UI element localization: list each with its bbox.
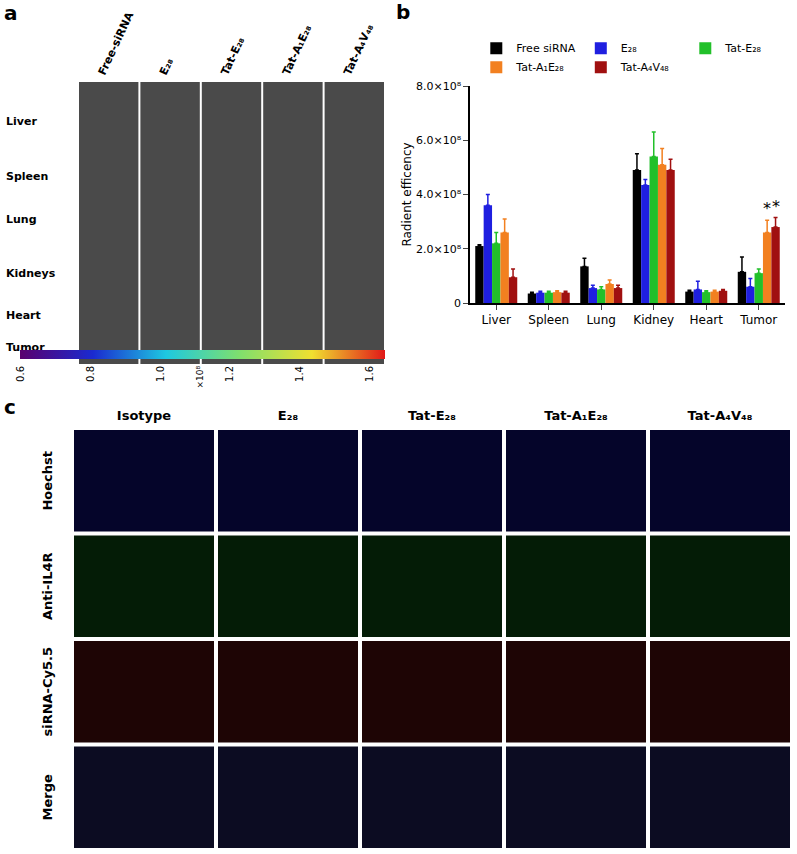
svg-text:0.6: 0.6	[15, 366, 26, 382]
svg-text:E₂₈: E₂₈	[621, 42, 637, 55]
svg-text:Tat-E₂₈: Tat-E₂₈	[408, 408, 456, 423]
svg-text:b: b	[396, 0, 410, 24]
svg-text:Liver: Liver	[6, 115, 37, 128]
svg-text:a: a	[4, 1, 18, 25]
svg-text:c: c	[4, 395, 16, 419]
svg-text:Tat-E₂₈: Tat-E₂₈	[724, 42, 761, 55]
svg-text:Tat-A₄V₄₈: Tat-A₄V₄₈	[620, 61, 670, 74]
svg-text:Radient efficency: Radient efficency	[400, 142, 414, 246]
svg-text:1.0: 1.0	[155, 366, 166, 382]
svg-text:Anti-IL4R: Anti-IL4R	[40, 552, 55, 620]
svg-text:Spleen: Spleen	[528, 313, 569, 327]
svg-text:Tat-A₁E₂₈: Tat-A₁E₂₈	[515, 61, 564, 74]
svg-text:Tat-A₁E₂₈: Tat-A₁E₂₈	[544, 408, 608, 423]
svg-text:*: *	[763, 199, 771, 218]
svg-text:Spleen: Spleen	[6, 170, 48, 183]
svg-text:1.6: 1.6	[364, 366, 375, 382]
svg-text:2.0×10⁸: 2.0×10⁸	[416, 243, 462, 256]
svg-text:Lung: Lung	[587, 313, 616, 327]
svg-text:Tumor: Tumor	[739, 313, 777, 327]
svg-text:Free siRNA: Free siRNA	[516, 42, 575, 55]
svg-text:Tat-A₁E₂₈: Tat-A₁E₂₈	[280, 23, 315, 77]
svg-text:Kidney: Kidney	[633, 313, 674, 327]
svg-text:×10⁸: ×10⁸	[195, 366, 205, 389]
svg-text:Liver: Liver	[482, 313, 512, 327]
svg-text:Hoechst: Hoechst	[40, 451, 55, 511]
svg-text:Merge: Merge	[40, 774, 55, 820]
svg-text:1.4: 1.4	[294, 366, 305, 382]
svg-text:0.8: 0.8	[85, 366, 96, 382]
svg-text:*: *	[772, 197, 780, 216]
svg-text:Lung: Lung	[6, 213, 37, 226]
svg-text:Heart: Heart	[6, 309, 41, 322]
svg-text:Tumor: Tumor	[6, 341, 45, 354]
svg-text:Tat-A₄V₄₈: Tat-A₄V₄₈	[688, 408, 753, 423]
svg-text:4.0×10⁸: 4.0×10⁸	[416, 188, 462, 201]
svg-text:Tat-E₂₈: Tat-E₂₈	[218, 35, 247, 77]
svg-text:Kidneys: Kidneys	[6, 267, 56, 280]
svg-text:siRNA-Cy5.5: siRNA-Cy5.5	[40, 647, 55, 737]
svg-text:Isotype: Isotype	[117, 408, 172, 423]
svg-text:8.0×10⁸: 8.0×10⁸	[416, 80, 462, 93]
svg-text:E₂₈: E₂₈	[157, 56, 176, 77]
svg-text:1.2: 1.2	[224, 366, 235, 382]
svg-text:Free-siRNA: Free-siRNA	[96, 9, 137, 77]
svg-text:E₂₈: E₂₈	[278, 408, 299, 423]
svg-text:6.0×10⁸: 6.0×10⁸	[416, 134, 462, 147]
svg-text:0: 0	[454, 297, 461, 310]
svg-text:Tat-A₄V₄₈: Tat-A₄V₄₈	[341, 22, 376, 77]
svg-text:Heart: Heart	[690, 313, 724, 327]
